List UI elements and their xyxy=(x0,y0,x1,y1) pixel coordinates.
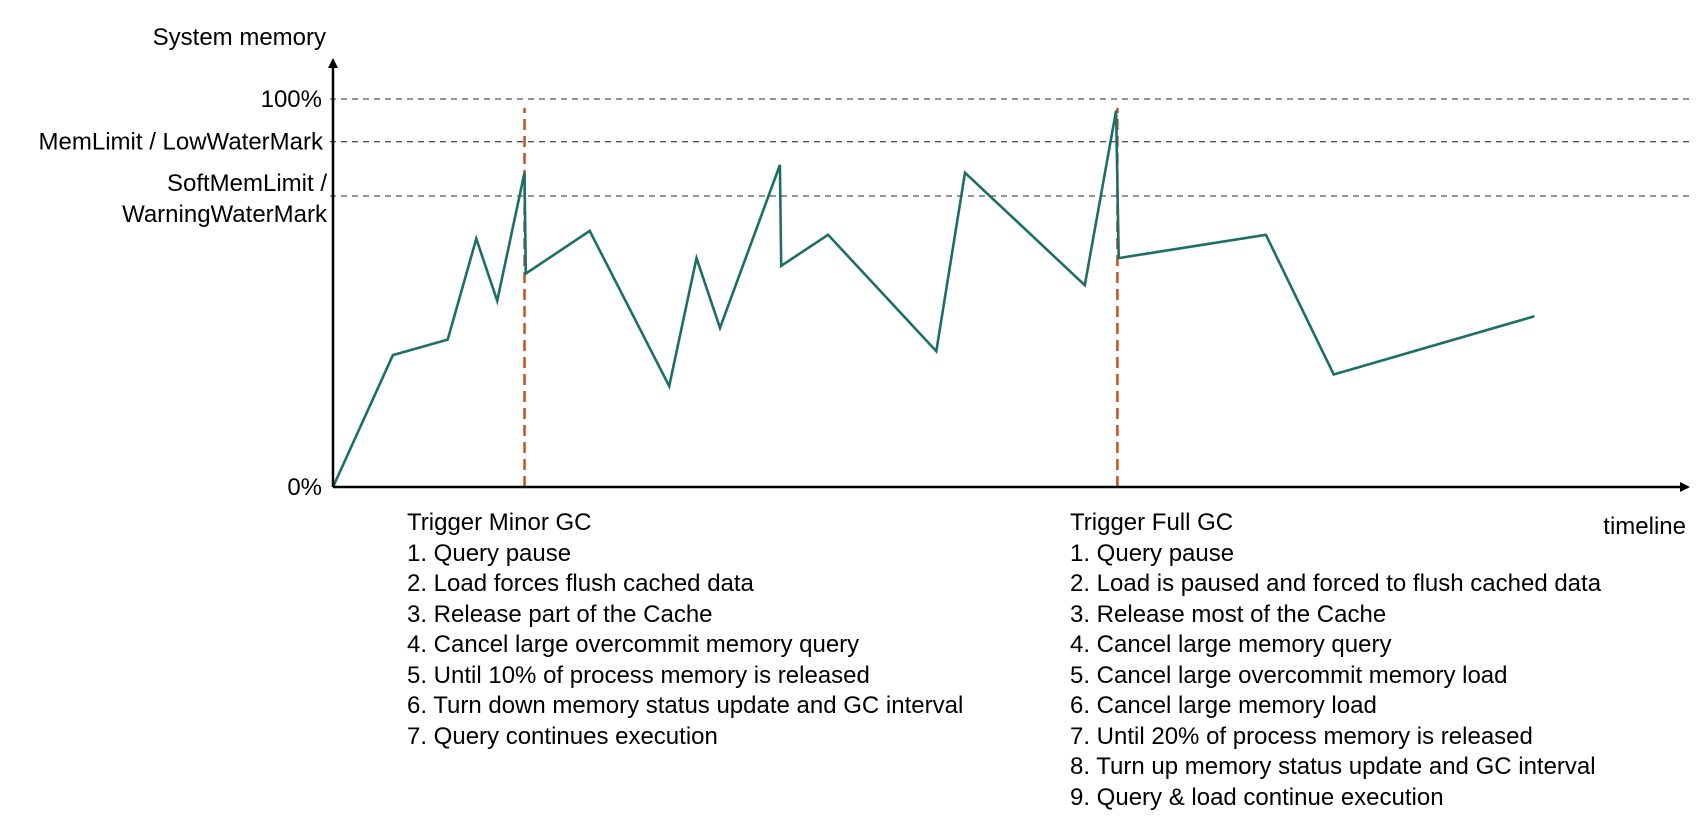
minor-gc-notes: Trigger Minor GC 1. Query pause 2. Load … xyxy=(407,508,963,752)
full-gc-title: Trigger Full GC xyxy=(1070,509,1234,536)
memory-line xyxy=(331,110,1535,488)
axis-labels: System memory timeline 100% 0% MemLimit / Lo… xyxy=(39,24,1686,540)
full-gc-step: 2. Load is paused and forced to flush ca… xyxy=(1070,570,1602,597)
full-gc-step: 6. Cancel large memory load xyxy=(1070,692,1377,719)
threshold-lines xyxy=(330,98,1692,197)
x-axis-label: timeline xyxy=(1603,513,1686,540)
minor-gc-step: 1. Query pause xyxy=(407,539,572,567)
full-gc-step: 5. Cancel large overcommit memory load xyxy=(1070,661,1508,689)
y-tick-label: 100% xyxy=(261,86,322,113)
full-gc-step: 7. Until 20% of process memory is releas… xyxy=(1070,722,1533,750)
threshold-label-line: WarningWaterMark xyxy=(122,201,328,228)
threshold-label: SoftMemLimit / WarningWaterMark xyxy=(122,170,328,228)
full-gc-step: 1. Query pause xyxy=(1070,539,1235,567)
full-gc-step: 8. Turn up memory status update and GC i… xyxy=(1070,753,1596,780)
full-gc-notes: Trigger Full GC 1. Query pause 2. Load i… xyxy=(1070,508,1601,813)
threshold-label: MemLimit / LowWaterMark xyxy=(39,129,324,156)
minor-gc-step: 2. Load forces flush cached data xyxy=(407,570,754,597)
full-gc-step: 4. Cancel large memory query xyxy=(1070,631,1392,658)
minor-gc-step: 6. Turn down memory status update and GC… xyxy=(407,692,964,719)
full-gc-step: 3. Release most of the Cache xyxy=(1070,600,1387,628)
minor-gc-step: 4. Cancel large overcommit memory query xyxy=(407,631,860,658)
y-tick-label: 0% xyxy=(287,474,322,501)
y-axis-label: System memory xyxy=(153,24,326,51)
memory-series xyxy=(331,110,1535,488)
minor-gc-step: 3. Release part of the Cache xyxy=(407,600,713,628)
full-gc-step: 9. Query & load continue execution xyxy=(1070,783,1444,811)
minor-gc-step: 5. Until 10% of process memory is releas… xyxy=(407,661,870,689)
minor-gc-title: Trigger Minor GC xyxy=(407,509,592,536)
threshold-label-line: SoftMemLimit / xyxy=(167,170,327,197)
axes xyxy=(328,58,1690,492)
gc-event-lines xyxy=(523,108,1119,487)
minor-gc-step: 7. Query continues execution xyxy=(407,722,718,750)
